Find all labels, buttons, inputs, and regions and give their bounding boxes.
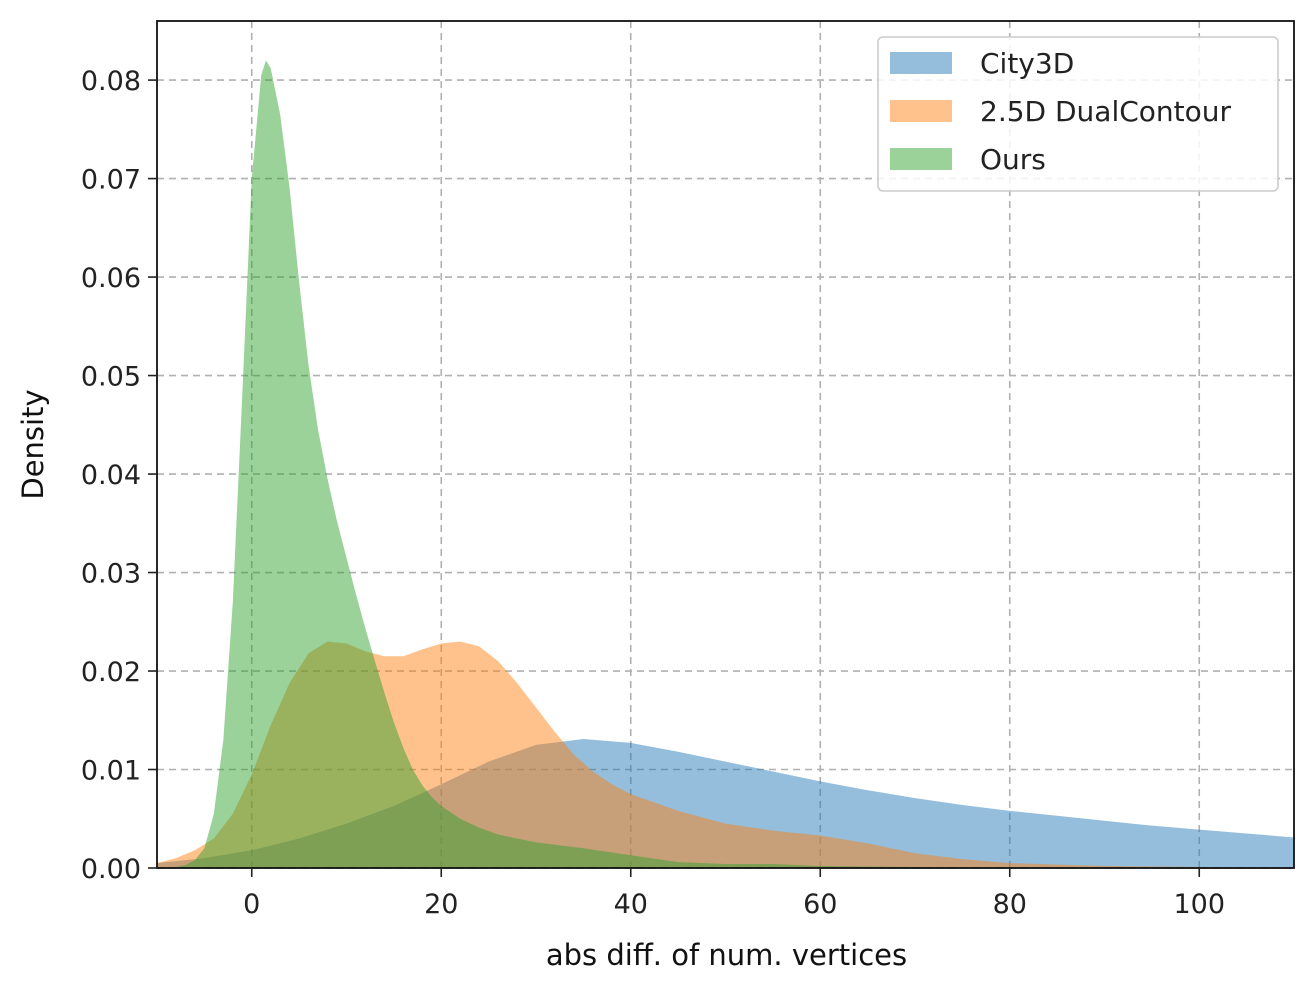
y-tick-label: 0.08: [81, 66, 141, 97]
y-tick-label: 0.01: [81, 756, 141, 787]
x-tick-label: 80: [993, 889, 1027, 920]
x-axis-title: abs diff. of num. vertices: [546, 938, 907, 972]
legend-swatch-city3d: [890, 52, 952, 74]
legend-label-2-5d-dualcontour: 2.5D DualContour: [980, 95, 1232, 128]
legend-swatch-2-5d-dualcontour: [890, 100, 952, 122]
y-tick-label: 0.02: [81, 657, 141, 688]
y-tick-label: 0.03: [81, 559, 141, 590]
area-city3d: [157, 738, 1294, 868]
plot-frame: [156, 20, 1295, 869]
x-tick-label: 40: [614, 889, 648, 920]
y-tick-label: 0.00: [81, 854, 141, 885]
x-tick-label: 20: [424, 889, 458, 920]
x-tick-label: 0: [243, 889, 260, 920]
legend-label-city3d: City3D: [980, 47, 1074, 80]
x-tick-label: 100: [1173, 889, 1225, 920]
y-axis-title: Density: [16, 389, 50, 499]
area-ours: [157, 60, 1294, 868]
axis-ticks: 0 20 40 60 80 100 0.00 0.01 0.02 0.03 0.04 0.05 0.06…: [81, 66, 1225, 920]
y-tick-label: 0.05: [81, 362, 141, 393]
legend-box: [877, 36, 1279, 192]
legend-swatch-ours: [890, 148, 952, 170]
area-2-5d-dualcontour: [157, 641, 1294, 868]
x-tick-label: 60: [803, 889, 837, 920]
density-areas: [157, 60, 1294, 868]
y-tick-label: 0.06: [81, 263, 141, 294]
y-tick-label: 0.04: [81, 460, 141, 491]
legend-label-ours: Ours: [980, 143, 1046, 176]
y-tick-label: 0.07: [81, 165, 141, 196]
legend: City3D 2.5D DualContour Ours: [877, 36, 1279, 192]
